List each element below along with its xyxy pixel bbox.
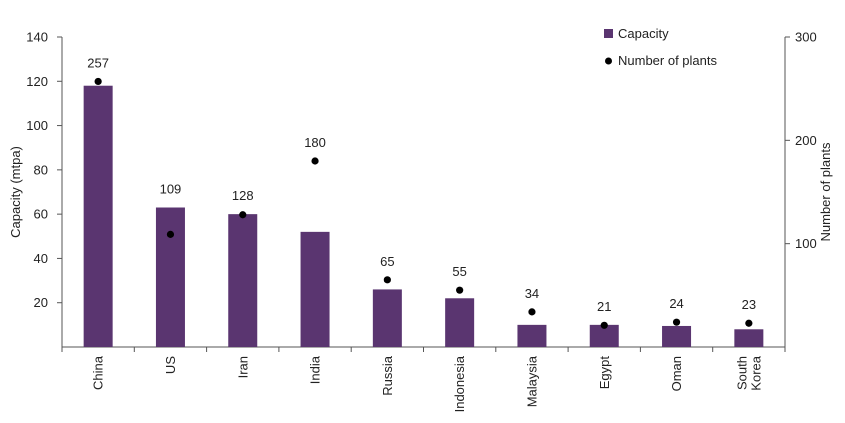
x-category-text: Korea bbox=[748, 355, 763, 390]
plant-count-dot bbox=[94, 77, 102, 86]
left-tick-label: 40 bbox=[34, 251, 48, 266]
x-category-text: US bbox=[163, 356, 178, 374]
plant-count-dot bbox=[166, 230, 175, 238]
plant-count-dot bbox=[311, 157, 319, 165]
plant-count-label: 34 bbox=[525, 286, 539, 301]
right-tick-label: 300 bbox=[795, 30, 817, 45]
x-category-text: Oman bbox=[669, 356, 684, 391]
x-category-text: Egypt bbox=[597, 356, 612, 390]
x-category-label: Indonesia bbox=[452, 355, 467, 412]
plant-count-dot bbox=[383, 276, 391, 284]
left-y-axis: 20 40 60 80 100 120 140 bbox=[26, 30, 63, 347]
x-category-text: Iran bbox=[235, 356, 250, 378]
plant-count-dot bbox=[239, 211, 247, 219]
plant-count-dot bbox=[672, 318, 681, 326]
x-category-text: South bbox=[734, 356, 749, 390]
x-category-label: India bbox=[308, 355, 323, 384]
x-category-label: China bbox=[91, 355, 106, 390]
plant-count-label: 109 bbox=[160, 182, 182, 197]
legend-capacity-swatch bbox=[604, 29, 613, 38]
plant-count-label: 180 bbox=[304, 135, 326, 150]
x-category-label: US bbox=[163, 356, 178, 374]
x-category-label: Malaysia bbox=[524, 355, 539, 407]
x-category-label: Russia bbox=[380, 355, 395, 396]
x-category-text: Russia bbox=[380, 355, 395, 396]
plant-count-label: 128 bbox=[232, 188, 254, 203]
x-category-text: Malaysia bbox=[524, 355, 539, 407]
left-tick-label: 120 bbox=[26, 74, 48, 89]
right-tick-label: 200 bbox=[795, 133, 817, 148]
capacity-bar bbox=[445, 298, 475, 347]
capacity-bar bbox=[300, 231, 330, 347]
plant-count-label: 24 bbox=[669, 296, 683, 311]
right-y-axis: 100 200 300 bbox=[784, 30, 817, 347]
plant-count-label: 23 bbox=[742, 297, 756, 312]
plant-count-dot bbox=[528, 308, 536, 316]
right-axis-title: Number of plants bbox=[818, 142, 833, 241]
left-tick-label: 80 bbox=[34, 162, 48, 177]
plant-count-label: 55 bbox=[452, 264, 466, 279]
x-axis: China US Iran India Russia Indonesia Malaysia E… bbox=[61, 346, 786, 412]
x-category-label: Egypt bbox=[597, 356, 612, 390]
x-category-label: Oman bbox=[669, 356, 684, 391]
plant-count-dots bbox=[94, 77, 753, 329]
legend-plants-label: Number of plants bbox=[618, 53, 717, 68]
x-category-text: India bbox=[308, 355, 323, 384]
legend: Capacity Number of plants bbox=[604, 26, 717, 68]
left-tick-label: 60 bbox=[34, 207, 48, 222]
plant-count-label: 65 bbox=[380, 254, 394, 269]
plant-count-dot bbox=[745, 319, 753, 327]
left-tick-label: 140 bbox=[26, 30, 48, 45]
x-category-label: South Korea bbox=[734, 355, 763, 390]
data-labels: 257 109 128 180 65 55 34 21 24 23 bbox=[87, 55, 756, 313]
capacity-bar bbox=[372, 289, 402, 347]
right-tick-label: 100 bbox=[795, 236, 817, 251]
plant-count-dot bbox=[456, 286, 464, 294]
left-tick-label: 20 bbox=[34, 295, 48, 310]
x-category-label: Iran bbox=[235, 356, 250, 378]
left-axis-title: Capacity (mtpa) bbox=[8, 146, 23, 238]
plant-count-label: 257 bbox=[87, 55, 109, 70]
capacity-bar bbox=[517, 324, 547, 347]
x-category-text: China bbox=[91, 355, 106, 390]
capacity-bars bbox=[83, 85, 764, 347]
capacity-bar bbox=[662, 325, 692, 347]
plant-count-label: 21 bbox=[597, 299, 611, 314]
legend-plants-marker bbox=[605, 57, 612, 65]
legend-capacity-label: Capacity bbox=[618, 26, 669, 41]
left-tick-label: 100 bbox=[26, 118, 48, 133]
capacity-bar bbox=[589, 324, 619, 347]
capacity-bar bbox=[155, 207, 185, 347]
capacity-bar bbox=[734, 329, 764, 347]
plant-count-dot bbox=[600, 321, 608, 329]
x-category-text: Indonesia bbox=[452, 355, 467, 412]
capacity-bar bbox=[228, 214, 258, 347]
capacity-bar bbox=[83, 85, 113, 347]
